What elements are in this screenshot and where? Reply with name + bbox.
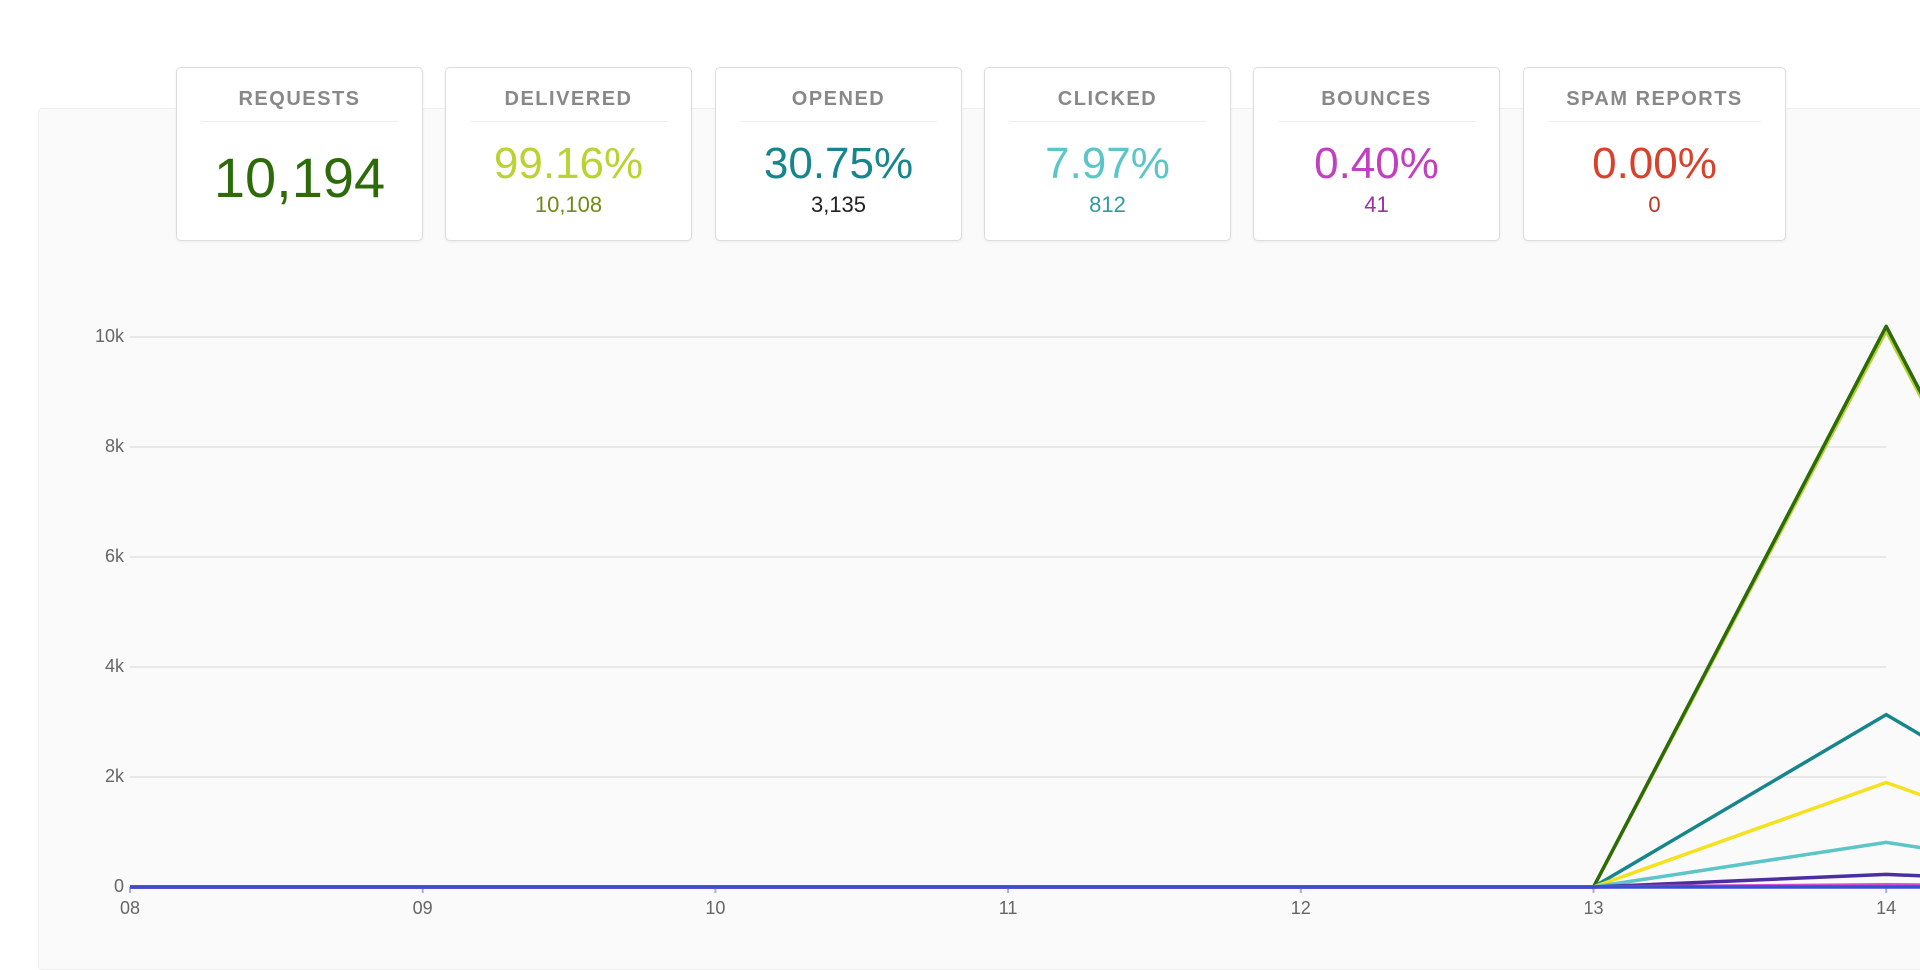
x-tick-label: 08 [120, 898, 140, 918]
stat-card: REQUESTS 10,194 [176, 67, 423, 241]
x-tick-label: 11 [999, 898, 1018, 918]
x-tick-label: 10 [705, 898, 725, 918]
card-sub: 10,108 [534, 192, 603, 217]
card-sub: 41 [1364, 192, 1389, 217]
y-tick-label: 10k [95, 326, 125, 346]
card-title: REQUESTS [201, 88, 398, 122]
stat-card: CLICKED 7.97% 812 [984, 67, 1231, 241]
x-tick-label: 12 [1291, 898, 1311, 918]
card-value: 7.97% [1045, 139, 1170, 188]
x-tick-label: 14 [1876, 898, 1896, 918]
stat-card: OPENED 30.75% 3,135 [715, 67, 962, 241]
series-line [130, 329, 1920, 889]
card-sub: 3,135 [810, 192, 867, 217]
card-value: 99.16% [493, 139, 644, 188]
card-title: OPENED [740, 88, 937, 122]
series-line [130, 780, 1920, 889]
card-value: 0.00% [1592, 139, 1717, 188]
y-tick-label: 4k [105, 656, 125, 676]
card-value: 0.40% [1314, 139, 1439, 188]
stat-card: SPAM REPORTS 0.00% 0 [1523, 67, 1786, 241]
y-tick-label: 6k [105, 546, 125, 566]
x-tick-label: 13 [1583, 898, 1603, 918]
card-title: CLICKED [1009, 88, 1206, 122]
stat-card: BOUNCES 0.40% 41 [1253, 67, 1500, 241]
card-sub: 812 [1089, 192, 1126, 217]
card-title: SPAM REPORTS [1548, 88, 1761, 122]
y-tick-label: 8k [105, 436, 125, 456]
y-tick-label: 2k [105, 766, 125, 786]
card-sub: 0 [1648, 192, 1661, 217]
card-value: 30.75% [763, 139, 914, 188]
series-line [130, 324, 1920, 889]
card-value: 10,194 [213, 146, 386, 209]
y-tick-label: 0 [114, 876, 124, 896]
chart-panel [38, 108, 1920, 970]
stat-card: DELIVERED 99.16% 10,108 [445, 67, 692, 241]
series-line [130, 712, 1920, 889]
card-title: DELIVERED [470, 88, 667, 122]
card-title: BOUNCES [1278, 88, 1475, 122]
x-tick-label: 09 [413, 898, 433, 918]
